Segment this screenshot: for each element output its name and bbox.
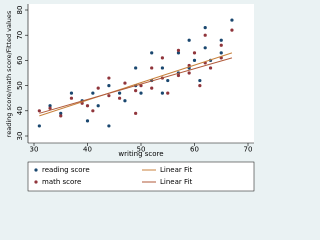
- point: [107, 84, 111, 88]
- point: [192, 58, 197, 63]
- legend-label: math score: [42, 178, 81, 186]
- point: [134, 111, 138, 115]
- point: [203, 46, 207, 50]
- x-tick-label: 60: [190, 146, 199, 154]
- point: [176, 51, 181, 55]
- point: [187, 71, 191, 75]
- point: [150, 51, 154, 55]
- point: [107, 76, 111, 80]
- point: [123, 81, 127, 85]
- y-tick-label: 40: [16, 106, 24, 115]
- point: [48, 106, 52, 110]
- point: [37, 109, 41, 113]
- point: [107, 94, 111, 98]
- point: [187, 38, 191, 42]
- point: [69, 91, 74, 95]
- point: [219, 38, 223, 42]
- legend-key: [34, 180, 38, 184]
- plot-area: [28, 4, 254, 143]
- point: [203, 33, 207, 37]
- point: [37, 124, 41, 128]
- point: [176, 48, 181, 52]
- legend-label: Linear Fit: [160, 166, 192, 174]
- point: [59, 114, 63, 118]
- legend: [27, 161, 255, 192]
- x-tick-label: 70: [244, 146, 253, 154]
- point: [85, 104, 90, 108]
- y-tick-label: 70: [16, 31, 24, 40]
- point: [96, 86, 100, 90]
- point: [107, 124, 111, 128]
- y-tick-label: 60: [16, 56, 24, 65]
- point: [134, 89, 138, 93]
- chart: writing score reading score/math score/F…: [5, 4, 255, 192]
- point: [198, 84, 202, 88]
- point: [219, 43, 223, 47]
- point: [59, 111, 63, 115]
- point: [150, 86, 154, 90]
- point: [160, 91, 164, 95]
- x-tick-label: 50: [137, 146, 146, 154]
- point: [208, 66, 213, 70]
- y-tick-label: 50: [16, 81, 24, 90]
- point: [192, 51, 197, 55]
- point: [198, 78, 202, 83]
- point: [176, 73, 181, 78]
- point: [160, 56, 164, 60]
- point: [118, 96, 122, 100]
- point: [139, 91, 143, 95]
- point: [219, 51, 223, 55]
- point: [91, 91, 95, 95]
- point: [48, 104, 52, 108]
- point: [96, 104, 100, 108]
- x-tick-label: 30: [30, 146, 39, 154]
- point: [134, 66, 138, 70]
- point: [166, 78, 170, 83]
- fit-line: [39, 52, 233, 117]
- point: [203, 26, 207, 30]
- point: [160, 66, 164, 70]
- x-axis-title: writing score: [118, 150, 163, 158]
- legend-key: [34, 168, 38, 172]
- point: [118, 91, 122, 95]
- point: [69, 96, 74, 100]
- point: [230, 18, 234, 22]
- point: [230, 28, 234, 32]
- point: [91, 109, 95, 113]
- fit-line: [39, 57, 233, 114]
- x-tick-label: 40: [83, 146, 92, 154]
- y-tick-label: 80: [16, 6, 24, 15]
- point: [85, 119, 90, 123]
- y-tick-label: 30: [16, 132, 24, 141]
- point: [123, 99, 127, 103]
- legend-label: reading score: [42, 166, 90, 174]
- legend-label: Linear Fit: [160, 178, 192, 186]
- y-axis-title: reading score/math score/Fitted values: [5, 10, 13, 137]
- point: [150, 66, 154, 70]
- point: [166, 91, 170, 95]
